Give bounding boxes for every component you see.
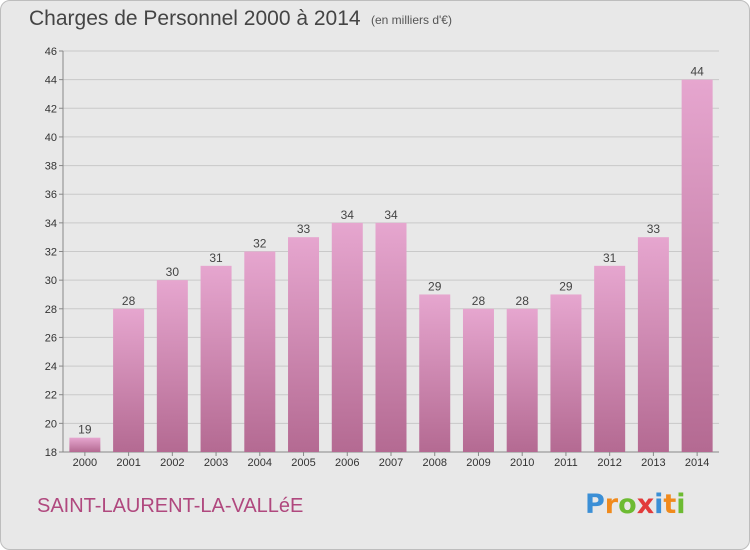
bar <box>156 280 188 452</box>
y-tick-label: 24 <box>45 361 57 373</box>
bar <box>288 237 320 452</box>
bar <box>506 308 538 452</box>
chart-subtitle: (en milliers d'€) <box>371 13 452 27</box>
x-tick-label: 2001 <box>116 457 140 469</box>
bar <box>550 294 582 452</box>
logo-letter: P <box>585 489 605 520</box>
proxiti-logo[interactable]: Proxiti <box>585 489 686 520</box>
logo-letter: t <box>663 489 677 520</box>
bar <box>244 251 276 452</box>
bar-value-label: 32 <box>253 237 267 251</box>
bar-value-label: 19 <box>78 423 92 437</box>
logo-letter: o <box>618 489 637 520</box>
x-tick-label: 2012 <box>597 457 621 469</box>
x-tick-label: 2000 <box>73 457 97 469</box>
y-tick-label: 34 <box>45 218 57 230</box>
x-tick-label: 2005 <box>291 457 315 469</box>
bar <box>462 308 494 452</box>
logo-letter: r <box>604 489 619 520</box>
x-tick-label: 2013 <box>641 457 665 469</box>
bar-value-label: 31 <box>209 251 223 265</box>
y-tick-label: 46 <box>45 46 57 58</box>
logo-letter: i <box>654 489 664 520</box>
y-tick-label: 30 <box>45 275 57 287</box>
bar-value-label: 31 <box>603 251 617 265</box>
bar <box>681 79 713 453</box>
x-tick-label: 2003 <box>204 457 228 469</box>
y-tick-label: 40 <box>45 132 57 144</box>
bar-value-label: 33 <box>297 222 311 236</box>
y-tick-label: 26 <box>45 332 57 344</box>
y-tick-label: 32 <box>45 247 57 259</box>
x-tick-label: 2009 <box>466 457 490 469</box>
x-tick-label: 2008 <box>422 457 446 469</box>
x-tick-label: 2004 <box>248 457 272 469</box>
x-tick-label: 2011 <box>554 457 578 469</box>
bar <box>419 294 451 452</box>
bar <box>375 222 407 452</box>
bar-value-label: 34 <box>341 208 355 222</box>
bar-value-label: 28 <box>472 294 486 308</box>
y-tick-label: 42 <box>45 103 57 115</box>
y-tick-label: 36 <box>45 189 57 201</box>
y-tick-label: 44 <box>45 75 57 87</box>
chart-title: Charges de Personnel 2000 à 2014 <box>29 7 361 30</box>
bar <box>113 308 145 452</box>
y-tick-label: 38 <box>45 161 57 173</box>
bar-value-label: 30 <box>166 265 180 279</box>
y-tick-label: 22 <box>45 390 57 402</box>
y-tick-label: 20 <box>45 418 57 430</box>
bar <box>200 265 232 452</box>
bar <box>594 265 626 452</box>
x-tick-label: 2006 <box>335 457 359 469</box>
bar-value-label: 44 <box>690 65 704 79</box>
bar <box>637 237 669 452</box>
y-tick-label: 18 <box>45 447 57 459</box>
bar-value-label: 33 <box>647 222 661 236</box>
logo-letter: i <box>676 489 686 520</box>
x-tick-label: 2010 <box>510 457 534 469</box>
bar <box>69 437 101 452</box>
bar <box>331 222 363 452</box>
logo-letter: x <box>636 489 655 520</box>
bar-value-label: 28 <box>122 294 136 308</box>
x-tick-label: 2002 <box>160 457 184 469</box>
bar-value-label: 34 <box>384 208 398 222</box>
bar-value-label: 29 <box>559 279 573 293</box>
y-tick-label: 28 <box>45 304 57 316</box>
bar-value-label: 29 <box>428 279 442 293</box>
bar-value-label: 28 <box>516 294 530 308</box>
x-tick-label: 2014 <box>685 457 709 469</box>
x-tick-label: 2007 <box>379 457 403 469</box>
commune-name: SAINT-LAURENT-LA-VALLéE <box>37 495 304 517</box>
